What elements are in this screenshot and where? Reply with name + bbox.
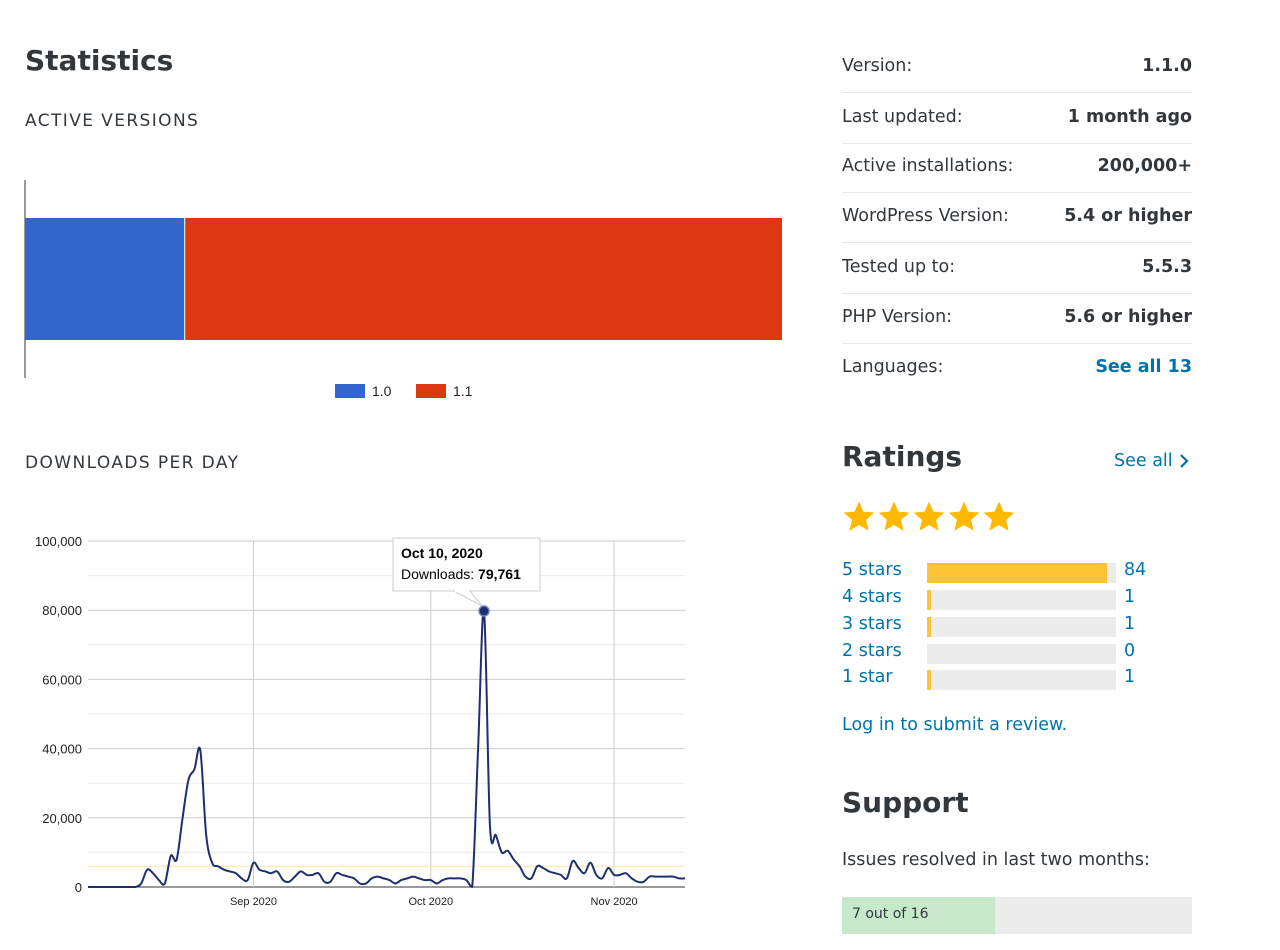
rating-label[interactable]: 5 stars — [842, 560, 902, 580]
rating-label[interactable]: 2 stars — [842, 641, 902, 661]
y-tick-label: 20,000 — [42, 811, 82, 826]
support-resolved-fill — [842, 897, 996, 934]
y-tick-label: 80,000 — [42, 603, 82, 618]
meta-row: Languages: See all 13 — [842, 343, 1192, 393]
legend-item-1-1: 1.1 — [416, 383, 472, 399]
tooltip-downloads: Downloads: 79,761 — [401, 566, 521, 582]
y-tick-label: 0 — [75, 880, 82, 895]
meta-value: 200,000+ — [1097, 156, 1192, 176]
rating-count[interactable]: 84 — [1124, 560, 1147, 580]
legend-label: 1.1 — [453, 383, 473, 399]
tooltip-downloads-value: 79,761 — [478, 566, 521, 582]
meta-key: PHP Version: — [842, 307, 953, 327]
active-versions-chart — [24, 180, 783, 378]
rating-label[interactable]: 4 stars — [842, 587, 902, 607]
meta-key: Tested up to: — [842, 257, 956, 277]
chevron-right-icon — [1179, 454, 1189, 468]
star-rating — [842, 500, 1016, 534]
downloads-series-line[interactable] — [88, 609, 686, 888]
rating-count[interactable]: 0 — [1124, 641, 1136, 661]
rating-bar — [927, 590, 1116, 610]
rating-row[interactable]: 4 stars 1 — [842, 587, 1162, 611]
ratings-see-all-link[interactable]: See all — [1114, 451, 1189, 471]
meta-key: Version: — [842, 56, 913, 76]
x-tick-label: Nov 2020 — [591, 896, 638, 908]
meta-row: PHP Version: 5.6 or higher — [842, 293, 1192, 344]
downloads-heading: DOWNLOADS PER DAY — [25, 453, 240, 473]
legend-item-1-0: 1.0 — [335, 383, 391, 399]
support-heading: Support — [842, 786, 969, 819]
meta-key: Last updated: — [842, 107, 963, 127]
rating-count[interactable]: 1 — [1124, 614, 1136, 634]
meta-row: Version: 1.1.0 — [842, 42, 1192, 93]
meta-row: Active installations: 200,000+ — [842, 142, 1192, 193]
x-tick-label: Sep 2020 — [230, 896, 277, 908]
rating-bar-fill — [927, 617, 931, 637]
rating-count[interactable]: 1 — [1124, 667, 1136, 687]
meta-key: WordPress Version: — [842, 206, 1009, 226]
legend-swatch — [416, 384, 446, 398]
support-resolved-label: 7 out of 16 — [852, 906, 929, 922]
tooltip-pointer — [453, 590, 483, 607]
meta-value: 1.1.0 — [1142, 56, 1192, 76]
meta-value: 5.5.3 — [1142, 257, 1192, 277]
rating-row[interactable]: 2 stars 0 — [842, 641, 1162, 665]
versions-bar-segment-1-1[interactable] — [184, 218, 783, 340]
star-icon — [948, 501, 980, 531]
meta-value: 5.6 or higher — [1064, 307, 1192, 327]
login-to-review-link[interactable]: Log in to submit a review. — [842, 715, 1068, 735]
y-tick-label: 40,000 — [42, 742, 82, 757]
meta-value: 1 month ago — [1067, 107, 1192, 127]
meta-row: Tested up to: 5.5.3 — [842, 243, 1192, 294]
languages-see-all-link[interactable]: See all 13 — [1095, 357, 1192, 377]
rating-bar — [927, 617, 1116, 637]
star-icon — [843, 501, 875, 531]
support-resolved-bar: 7 out of 16 — [842, 897, 1192, 934]
legend-label: 1.0 — [372, 383, 392, 399]
meta-value: 5.4 or higher — [1064, 206, 1192, 226]
page-title: Statistics — [25, 44, 174, 77]
rating-bar — [927, 670, 1116, 690]
downloads-per-day-chart: 0 20,000 40,000 60,000 80,000 100,000 Sep 2020… — [35, 534, 686, 908]
active-versions-heading: ACTIVE VERSIONS — [25, 111, 200, 131]
meta-key: Active installations: — [842, 156, 1014, 176]
rating-row[interactable]: 5 stars 84 — [842, 560, 1162, 584]
versions-bar-segment-1-0[interactable] — [25, 218, 185, 340]
rating-bar — [927, 644, 1116, 664]
x-tick-label: Oct 2020 — [409, 896, 454, 908]
star-icon — [983, 501, 1015, 531]
star-icon — [913, 501, 945, 531]
star-icon — [878, 501, 910, 531]
rating-label[interactable]: 1 star — [842, 667, 893, 687]
tooltip-date: Oct 10, 2020 — [401, 545, 483, 561]
rating-count[interactable]: 1 — [1124, 587, 1136, 607]
rating-bar-fill — [927, 590, 931, 610]
rating-bar — [927, 563, 1116, 583]
y-tick-label: 100,000 — [35, 534, 82, 549]
rating-row[interactable]: 3 stars 1 — [842, 614, 1162, 638]
meta-row: Last updated: 1 month ago — [842, 93, 1192, 144]
see-all-label: See all — [1114, 451, 1173, 471]
rating-bar-fill — [927, 670, 931, 690]
rating-row[interactable]: 1 star 1 — [842, 667, 1162, 691]
meta-key: Languages: — [842, 357, 944, 377]
meta-row: WordPress Version: 5.4 or higher — [842, 192, 1192, 243]
y-tick-label: 60,000 — [42, 672, 82, 687]
rating-label[interactable]: 3 stars — [842, 614, 902, 634]
legend-swatch — [335, 384, 365, 398]
rating-bar-fill — [927, 563, 1107, 583]
support-description: Issues resolved in last two months: — [842, 850, 1150, 870]
highlighted-data-point[interactable] — [478, 605, 490, 617]
tooltip-downloads-label: Downloads: — [401, 566, 478, 582]
ratings-heading: Ratings — [842, 440, 963, 473]
